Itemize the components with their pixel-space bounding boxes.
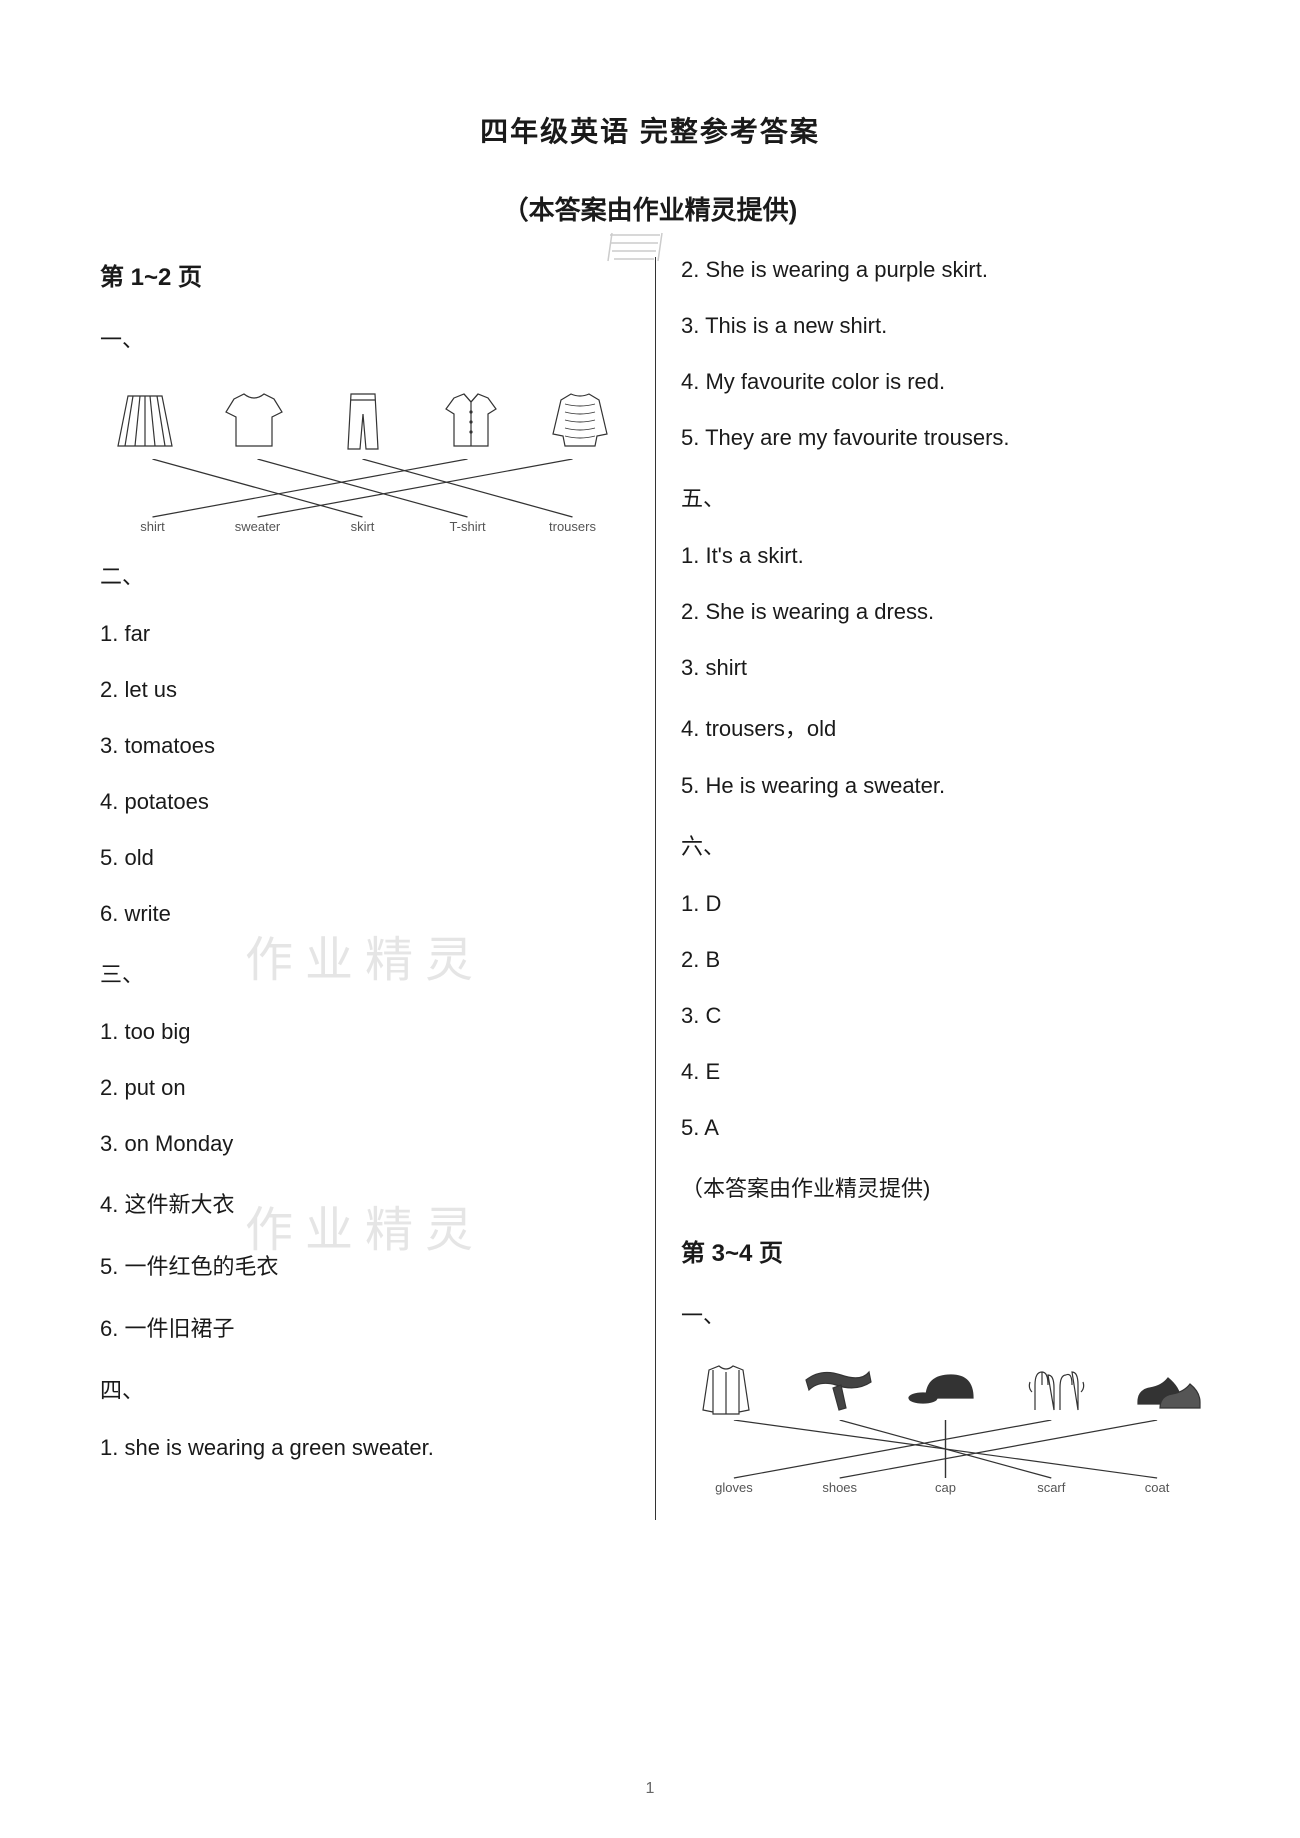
match-images-row [100,384,625,459]
match-label: shoes [787,1480,893,1495]
page-range-label: 第 1~2 页 [100,257,625,292]
answer-line: 1. far [100,621,625,647]
answer-line: 1. It's a skirt. [681,543,1210,569]
answer-line: 2. let us [100,677,625,703]
answer-line: 5. He is wearing a sweater. [681,773,1210,799]
section-1-label: 一、 [100,322,625,354]
match-images-row [681,1360,1210,1420]
match-labels-row: gloves shoes cap scarf coat [681,1480,1210,1495]
answer-line: 4. My favourite color is red. [681,369,1210,395]
clothing-shoes-icon [1120,1360,1210,1420]
match-label: trousers [520,519,625,534]
answer-line: 6. write [100,901,625,927]
match-label: skirt [310,519,415,534]
page-number: 1 [0,1780,1300,1798]
clothing-trousers-icon [318,384,408,459]
matching-diagram-1: shirt sweater skirt T-shirt trousers [100,384,625,534]
section-4-label: 四、 [100,1373,625,1405]
left-column: 第 1~2 页 一、 shirt swe [100,257,655,1520]
header: 四年级英语 完整参考答案 （本答案由作业精灵提供) [0,0,1300,227]
section-3-label: 三、 [100,957,625,989]
answer-line: 2. She is wearing a dress. [681,599,1210,625]
section-1b-label: 一、 [681,1298,1210,1330]
clothing-gloves-icon [1010,1360,1100,1420]
match-label: cap [893,1480,999,1495]
match-label: gloves [681,1480,787,1495]
answer-line: 5. old [100,845,625,871]
answer-line: 4. trousers，old [681,711,1210,743]
match-lines-1 [100,459,625,519]
matching-diagram-2: gloves shoes cap scarf coat [681,1360,1210,1495]
match-label: T-shirt [415,519,520,534]
answer-line: 3. tomatoes [100,733,625,759]
answer-line: 3. This is a new shirt. [681,313,1210,339]
answer-line: 3. on Monday [100,1131,625,1157]
answer-line: 3. C [681,1003,1210,1029]
answer-line: 2. put on [100,1075,625,1101]
page-subtitle: （本答案由作业精灵提供) [0,190,1300,227]
match-labels-row: shirt sweater skirt T-shirt trousers [100,519,625,534]
section-5-label: 五、 [681,481,1210,513]
match-label: coat [1104,1480,1210,1495]
answer-line: 3. shirt [681,655,1210,681]
answer-line: 4. 这件新大衣 [100,1187,625,1219]
section-6-label: 六、 [681,829,1210,861]
answer-line: 5. 一件红色的毛衣 [100,1249,625,1281]
clothing-coat-icon [681,1360,771,1420]
match-label: shirt [100,519,205,534]
clothing-scarf-icon [791,1360,881,1420]
answer-line: 2. B [681,947,1210,973]
content-columns: 第 1~2 页 一、 shirt swe [0,257,1300,1520]
answer-line: 5. They are my favourite trousers. [681,425,1210,451]
answer-line: 5. A [681,1115,1210,1141]
answer-line: 1. she is wearing a green sweater. [100,1435,625,1461]
answer-line: 4. potatoes [100,789,625,815]
match-lines-2 [681,1420,1210,1480]
page-title: 四年级英语 完整参考答案 [0,110,1300,150]
match-label: sweater [205,519,310,534]
right-column: 2. She is wearing a purple skirt. 3. Thi… [655,257,1210,1520]
clothing-skirt-icon [100,384,190,459]
answer-line: 6. 一件旧裙子 [100,1311,625,1343]
answer-line: 1. D [681,891,1210,917]
clothing-tshirt-icon [209,384,299,459]
clothing-cap-icon [901,1360,991,1420]
page-range-label: 第 3~4 页 [681,1233,1210,1268]
answer-line: 2. She is wearing a purple skirt. [681,257,1210,283]
answer-line: 4. E [681,1059,1210,1085]
section-2-label: 二、 [100,559,625,591]
match-label: scarf [998,1480,1104,1495]
clothing-shirt-icon [426,384,516,459]
answer-line: 1. too big [100,1019,625,1045]
clothing-sweater-icon [535,384,625,459]
attribution: （本答案由作业精灵提供) [681,1171,1210,1203]
